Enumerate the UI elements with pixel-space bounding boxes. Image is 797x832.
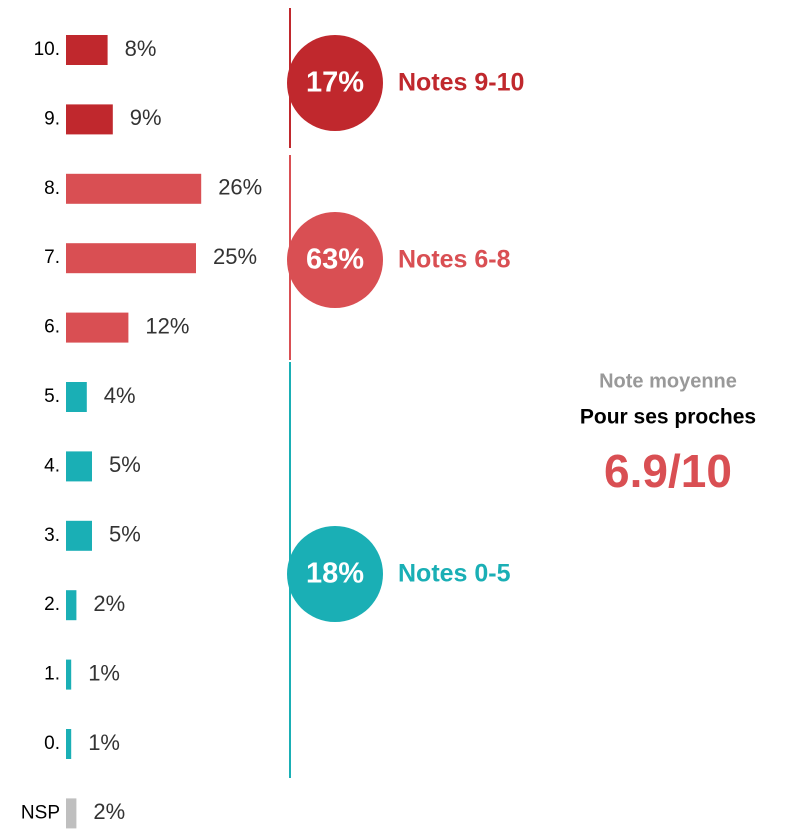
group-circle	[287, 212, 383, 308]
bar	[66, 451, 92, 482]
value-label: 1%	[88, 730, 120, 755]
group-name: Notes 6-8	[398, 246, 511, 274]
category-label: 10.	[34, 39, 60, 60]
mean-value: 6.9/10	[604, 445, 732, 497]
mean-subtitle: Pour ses proches	[580, 406, 756, 429]
category-label: 7.	[44, 247, 60, 268]
value-label: 9%	[130, 105, 162, 130]
mean-title: Note moyenne	[599, 370, 737, 392]
bar	[66, 659, 72, 690]
bar	[66, 312, 129, 343]
value-label: 4%	[104, 383, 136, 408]
category-label: 8.	[44, 178, 60, 199]
category-label: 2.	[44, 594, 60, 615]
group-value: 17%	[306, 67, 364, 99]
bar	[66, 35, 108, 65]
value-label: 5%	[109, 452, 141, 477]
bar	[66, 590, 77, 621]
value-label: 1%	[88, 660, 120, 685]
bar	[66, 173, 202, 204]
group-value: 18%	[306, 558, 364, 590]
value-label: 2%	[93, 799, 125, 824]
category-label: 1.	[44, 664, 60, 685]
category-label: NSP	[21, 802, 60, 823]
bar	[66, 382, 87, 412]
value-label: 25%	[213, 244, 257, 269]
bar	[66, 798, 77, 829]
group-value: 63%	[306, 244, 364, 276]
bar	[66, 104, 113, 135]
value-label: 26%	[218, 175, 262, 200]
category-label: 6.	[44, 317, 60, 338]
category-label: 9.	[44, 108, 60, 129]
bar	[66, 243, 196, 274]
bar	[66, 729, 72, 759]
value-label: 5%	[109, 522, 141, 547]
category-label: 5.	[44, 386, 60, 407]
group-circle	[287, 526, 383, 622]
value-label: 2%	[93, 591, 125, 616]
group-circle	[287, 35, 383, 131]
bar	[66, 520, 92, 551]
category-label: 0.	[44, 733, 60, 754]
value-label: 12%	[145, 313, 189, 338]
category-label: 4.	[44, 455, 60, 476]
value-label: 8%	[125, 36, 157, 61]
category-label: 3.	[44, 525, 60, 546]
group-name: Notes 9-10	[398, 69, 524, 97]
group-name: Notes 0-5	[398, 560, 511, 588]
